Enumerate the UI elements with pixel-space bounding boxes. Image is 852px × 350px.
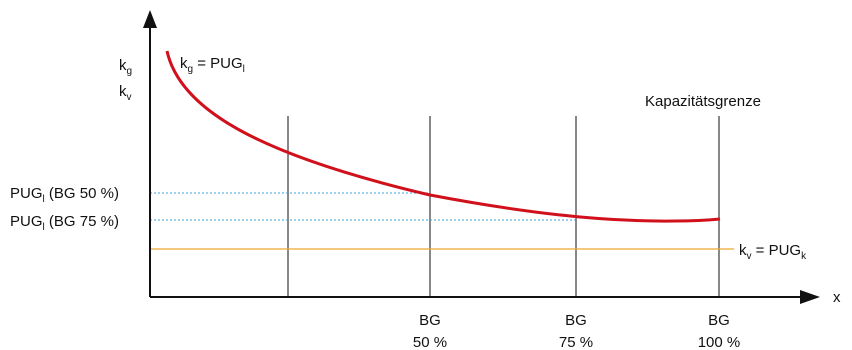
y-axis-label-kg: kg bbox=[119, 57, 132, 77]
x-axis-arrow bbox=[800, 290, 820, 304]
reference-label-bg50: PUGl (BG 50 %) bbox=[10, 185, 119, 205]
axes bbox=[143, 10, 820, 304]
x-axis-label: x bbox=[833, 289, 841, 306]
x-tick-bg75-line2: 75 % bbox=[559, 334, 593, 350]
curve-label: kg = PUGl bbox=[180, 55, 245, 75]
capacity-label: Kapazitätsgrenze bbox=[645, 93, 761, 110]
fixed-cost-label: kv = PUGk bbox=[739, 242, 807, 262]
reference-label-bg75: PUGl (BG 75 %) bbox=[10, 213, 119, 233]
x-tick-bg50-line2: 50 % bbox=[413, 334, 447, 350]
bg-vertical-lines bbox=[287, 116, 720, 297]
y-axis-arrow bbox=[143, 10, 157, 28]
x-tick-bg100-line1: BG bbox=[708, 312, 730, 329]
y-axis-label-kv: kv bbox=[119, 83, 132, 103]
x-tick-bg100-line2: 100 % bbox=[698, 334, 741, 350]
cost-curve bbox=[165, 50, 721, 223]
x-tick-bg75-line1: BG bbox=[565, 312, 587, 329]
x-tick-bg50-line1: BG bbox=[419, 312, 441, 329]
